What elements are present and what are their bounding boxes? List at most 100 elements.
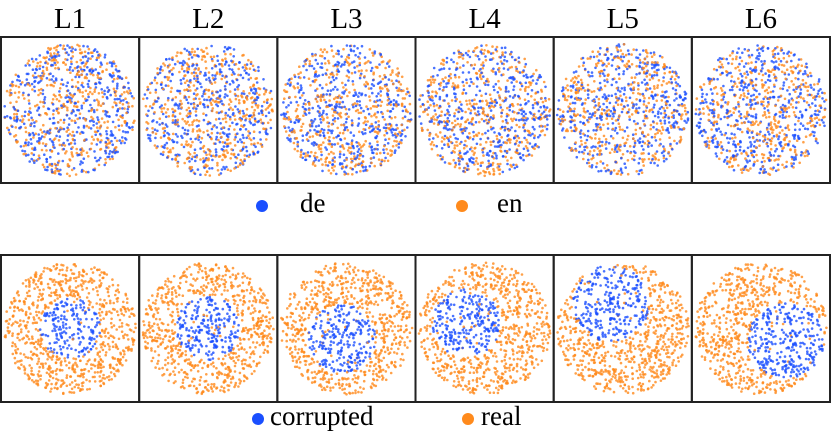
scatter-dot xyxy=(228,83,232,86)
scatter-dot xyxy=(218,62,221,66)
scatter-dot xyxy=(591,74,594,78)
scatter-dot xyxy=(342,124,346,127)
scatter-dot xyxy=(329,80,333,84)
scatter-dot xyxy=(592,99,595,103)
scatter-dot xyxy=(325,50,329,54)
scatter-dot xyxy=(13,116,16,119)
scatter-dot xyxy=(605,78,609,81)
scatter-dot xyxy=(383,118,386,121)
scatter-dot xyxy=(700,129,703,133)
scatter-dot xyxy=(27,143,30,147)
scatter-dot xyxy=(194,110,198,113)
scatter-dot xyxy=(434,113,438,116)
scatter-dot xyxy=(30,82,34,86)
scatter-dot xyxy=(359,169,362,173)
scatter-dot xyxy=(325,93,329,96)
scatter-dot xyxy=(709,102,712,105)
scatter-dot xyxy=(43,96,47,99)
scatter-dot xyxy=(531,79,535,82)
scatter-dot xyxy=(225,165,228,169)
scatter-dot xyxy=(683,97,687,100)
scatter-dot xyxy=(21,120,24,123)
scatter-dot xyxy=(122,99,125,102)
scatter-dot xyxy=(346,172,350,176)
scatter-dot xyxy=(231,113,235,116)
scatter-dot xyxy=(742,65,746,68)
scatter-dot xyxy=(58,93,61,97)
scatter-dot xyxy=(538,75,541,79)
scatter-dot xyxy=(360,149,363,153)
scatter-dot xyxy=(347,108,351,111)
scatter-dot xyxy=(251,96,254,99)
scatter-dot xyxy=(495,137,499,141)
scatter-dot xyxy=(650,94,653,97)
scatter-dot xyxy=(91,92,94,96)
scatter-dot xyxy=(494,71,498,74)
scatter-dot xyxy=(501,51,504,54)
scatter-dot xyxy=(197,119,201,123)
scatter-dot xyxy=(126,107,130,111)
scatter-dot xyxy=(253,108,256,112)
scatter-dot xyxy=(310,142,314,145)
scatter-dot xyxy=(421,103,425,106)
scatter-dot xyxy=(314,53,317,57)
scatter-dot xyxy=(712,67,716,71)
scatter-dot xyxy=(240,92,244,95)
scatter-dot xyxy=(245,96,248,100)
scatter-dot xyxy=(72,167,76,170)
scatter-dot xyxy=(605,140,608,144)
scatter-dot xyxy=(462,170,465,173)
scatter-dot xyxy=(405,87,409,90)
scatter-dot xyxy=(221,102,224,106)
scatter-dot xyxy=(663,119,667,123)
scatter-dot xyxy=(376,82,380,85)
scatter-dot xyxy=(84,89,88,93)
scatter-dot xyxy=(495,156,498,160)
scatter-dot xyxy=(453,112,457,115)
scatter-dot xyxy=(91,69,95,72)
scatter-dot xyxy=(388,115,392,119)
scatter-dot xyxy=(463,152,466,156)
scatter-dot xyxy=(518,71,522,74)
scatter-dot xyxy=(774,76,778,80)
scatter-dot xyxy=(776,99,780,102)
scatter-dot xyxy=(371,124,374,128)
scatter-dot xyxy=(174,158,178,162)
scatter-dot xyxy=(203,98,206,101)
scatter-dot xyxy=(336,126,340,130)
scatter-dot xyxy=(378,98,382,102)
scatter-dot xyxy=(119,99,123,103)
scatter-dot xyxy=(667,121,671,124)
scatter-dot xyxy=(90,108,94,111)
scatter-dot xyxy=(358,51,362,55)
scatter-dot xyxy=(53,61,56,65)
scatter-dot xyxy=(665,157,668,161)
scatter-dot xyxy=(671,148,674,151)
scatter-dot xyxy=(332,136,336,140)
scatter-dot xyxy=(513,93,517,97)
scatter-dot xyxy=(65,94,69,97)
scatter-dot xyxy=(346,149,350,152)
scatter-dot xyxy=(705,140,708,143)
scatter-dot xyxy=(498,172,502,176)
scatter-dot xyxy=(662,150,665,153)
scatter-dot xyxy=(813,83,816,86)
scatter-dot xyxy=(517,144,520,147)
scatter-dot xyxy=(32,153,36,157)
scatter-dot xyxy=(304,103,307,106)
scatter-dot xyxy=(818,110,821,113)
scatter-dot xyxy=(204,66,208,70)
scatter-dot xyxy=(193,68,196,71)
scatter-dot xyxy=(314,125,318,128)
scatter-dot xyxy=(293,75,297,79)
scatter-dot xyxy=(43,98,46,101)
scatter-dot xyxy=(252,137,256,140)
scatter-dot xyxy=(741,88,745,92)
scatter-dot xyxy=(234,155,237,159)
scatter-dot xyxy=(123,107,126,110)
scatter-dot xyxy=(358,57,361,60)
scatter-dot xyxy=(389,128,393,132)
scatter-dot xyxy=(236,140,240,144)
scatter-dot xyxy=(306,151,310,154)
scatter-dot xyxy=(233,72,236,76)
